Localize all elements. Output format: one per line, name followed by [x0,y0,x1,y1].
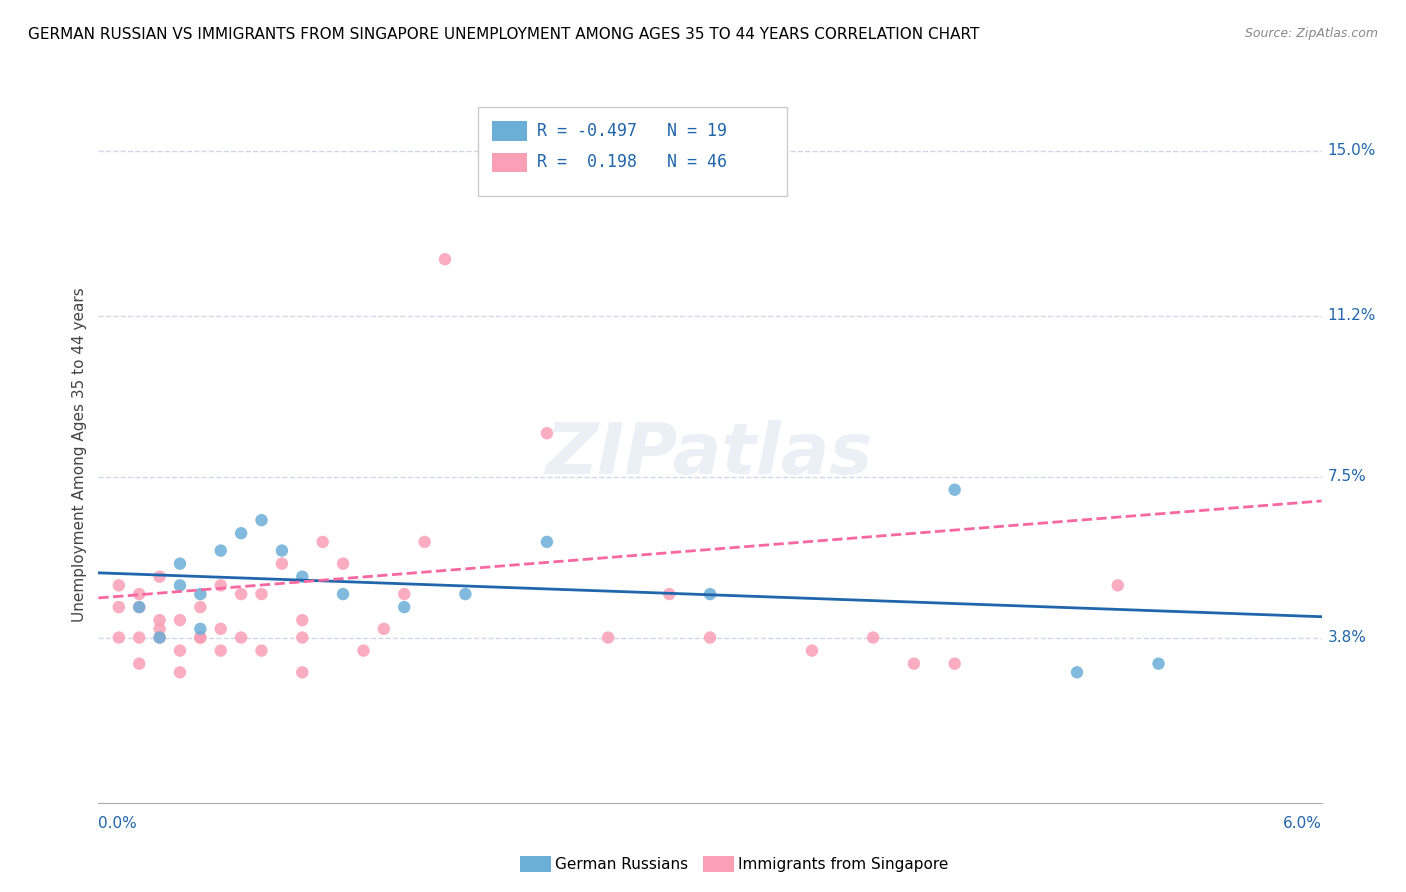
Point [250,643,273,657]
Point [699,587,721,601]
Point [149,613,172,627]
Point [413,535,436,549]
Text: 7.5%: 7.5% [1327,469,1367,484]
Point [108,600,131,615]
Point [169,557,191,571]
Point [392,587,416,601]
Point [291,570,314,584]
Point [169,613,191,627]
Point [699,631,721,645]
Text: R =  0.198   N = 46: R = 0.198 N = 46 [537,153,727,171]
Point [943,483,966,497]
Text: GERMAN RUSSIAN VS IMMIGRANTS FROM SINGAPORE UNEMPLOYMENT AMONG AGES 35 TO 44 YEA: GERMAN RUSSIAN VS IMMIGRANTS FROM SINGAP… [28,27,980,42]
Point [352,643,374,657]
Point [454,587,477,601]
Point [128,600,150,615]
Point [270,543,292,558]
Point [188,600,212,615]
Y-axis label: Unemployment Among Ages 35 to 44 years: Unemployment Among Ages 35 to 44 years [72,287,87,623]
Point [943,657,966,671]
Text: 3.8%: 3.8% [1327,630,1367,645]
Point [862,631,884,645]
Point [311,535,335,549]
Point [149,622,172,636]
Text: 15.0%: 15.0% [1327,143,1376,158]
Point [128,657,150,671]
Point [433,252,456,267]
Point [270,557,292,571]
Point [128,631,150,645]
Text: German Russians: German Russians [555,857,689,871]
Point [128,587,150,601]
Point [169,643,191,657]
Point [149,631,172,645]
Point [250,513,273,527]
Point [291,665,314,680]
Text: Immigrants from Singapore: Immigrants from Singapore [738,857,949,871]
Point [149,631,172,645]
Point [903,657,925,671]
Point [250,587,273,601]
Point [536,535,558,549]
Point [392,600,416,615]
Point [536,426,558,441]
Text: 0.0%: 0.0% [98,816,138,831]
Text: 6.0%: 6.0% [1282,816,1322,831]
Point [291,613,314,627]
Point [209,622,232,636]
Point [801,643,824,657]
Point [209,543,232,558]
Point [231,587,253,601]
Point [188,587,212,601]
Point [209,578,232,592]
Text: Source: ZipAtlas.com: Source: ZipAtlas.com [1244,27,1378,40]
Point [598,631,620,645]
Point [188,622,212,636]
Point [231,631,253,645]
Point [1066,665,1088,680]
Point [1107,578,1129,592]
Point [231,526,253,541]
Point [108,631,131,645]
Point [373,622,395,636]
Point [209,643,232,657]
Point [332,557,354,571]
Point [332,587,354,601]
Point [108,578,131,592]
Point [149,570,172,584]
Point [291,631,314,645]
Point [1147,657,1170,671]
Point [188,631,212,645]
Text: ZIPatlas: ZIPatlas [547,420,873,490]
Point [658,587,681,601]
Point [188,631,212,645]
Point [169,665,191,680]
Text: 11.2%: 11.2% [1327,309,1376,323]
Point [169,578,191,592]
Text: R = -0.497   N = 19: R = -0.497 N = 19 [537,122,727,140]
Point [128,600,150,615]
